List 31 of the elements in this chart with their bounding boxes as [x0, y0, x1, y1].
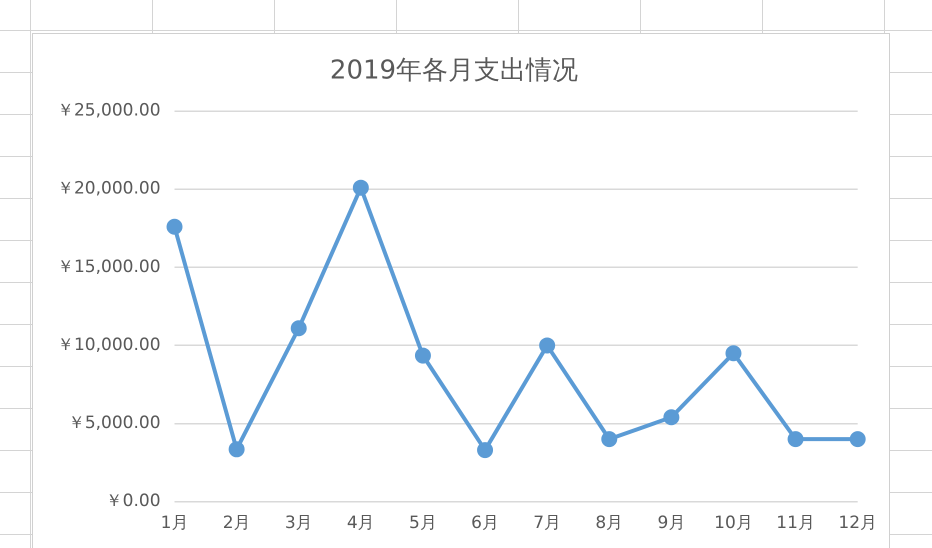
- y-tick-label: ￥15,000.00: [56, 256, 161, 277]
- y-tick-label: ￥5,000.00: [68, 412, 161, 433]
- x-tick-label: 3月: [284, 513, 313, 534]
- point: [166, 218, 183, 235]
- point: [477, 442, 494, 458]
- x-tick-label: 4月: [346, 513, 375, 534]
- point: [539, 337, 556, 354]
- x-tick-label: 9月: [657, 513, 686, 534]
- x-tick-label: 10月: [714, 513, 753, 534]
- y-tick-label: ￥20,000.00: [56, 178, 161, 199]
- point: [414, 348, 431, 364]
- y-tick-label: ￥0.00: [106, 491, 161, 512]
- x-tick-label: 6月: [471, 513, 499, 534]
- y-tick-label: ￥10,000.00: [56, 334, 161, 355]
- x-tick-label: 12月: [838, 513, 878, 534]
- x-tick-label: 8月: [595, 513, 624, 534]
- x-tick-label: 11月: [776, 513, 815, 534]
- point: [788, 431, 804, 448]
- point: [725, 345, 742, 362]
- x-tick-label: 5月: [409, 513, 437, 534]
- point: [228, 441, 245, 458]
- point: [601, 431, 618, 448]
- x-tick-label: 2月: [222, 513, 251, 534]
- x-tick-label: 7月: [533, 513, 562, 534]
- x-tick-label: 1月: [160, 513, 188, 534]
- point: [663, 409, 680, 426]
- point: [290, 320, 307, 336]
- y-tick-label: ￥25,000.00: [56, 100, 161, 121]
- chart-title: 2019年各月支出情况: [330, 55, 578, 86]
- point: [850, 431, 866, 448]
- point: [352, 180, 369, 196]
